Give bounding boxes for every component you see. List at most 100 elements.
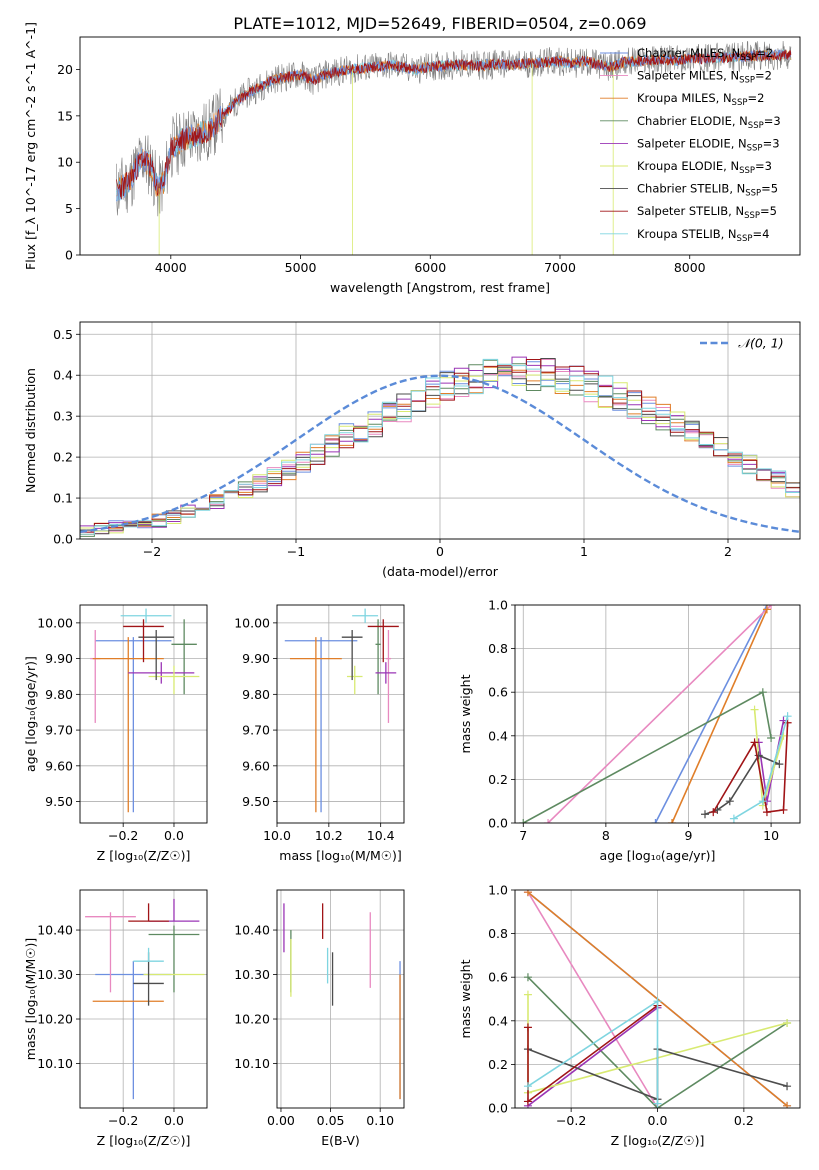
panel-weight_vs_age: 7 8 9 10 0.0 0.2 0.4 0.6 0.8 1.0 age [log₁₀(age/yr… xyxy=(458,598,801,863)
weight-marker xyxy=(779,805,788,814)
model-spectrum-salpeter_stelib xyxy=(115,49,792,200)
legend-text: Salpeter ELODIE, N xyxy=(637,136,747,150)
x-tick-label: 0.2 xyxy=(734,1113,754,1128)
x-tick-label: 7000 xyxy=(544,260,576,275)
x-tick-label: −0.2 xyxy=(556,1113,586,1128)
y-tick-label: 9.70 xyxy=(45,723,73,738)
legend-text: Chabrier STELIB, N xyxy=(637,182,745,196)
x-tick-label: 8000 xyxy=(674,260,706,275)
y-tick-label: 9.70 xyxy=(242,723,270,738)
y-tick-label: 9.50 xyxy=(242,794,270,809)
histogram-kroupa_elodie xyxy=(80,368,800,539)
panel-mass_vs_ebv: 0.00 0.05 0.10 10.10 10.20 10.30 10.40 E(B-V) xyxy=(234,889,405,1148)
weight-marker xyxy=(523,890,532,897)
errorbar-point-chabrier_miles xyxy=(284,637,358,813)
errorbar-point-chabrier_stelib xyxy=(341,630,363,681)
y-tick-label: 10.00 xyxy=(37,615,73,630)
legend-suffix: =5 xyxy=(760,204,777,218)
legend-label: Chabrier MILES, NSSP=2 xyxy=(637,46,773,63)
panel-residuals: −2 −1 0 1 2 0.0 0.1 0.2 0.3 0.4 0.5 (data-model)/er… xyxy=(23,321,801,579)
errorbar-point-chabrier_elodie xyxy=(375,619,381,695)
weight-marker xyxy=(523,1097,532,1106)
x-axis-label: Z [log₁₀(Z/Z☉)] xyxy=(611,1133,705,1148)
y-tick-label: 9.60 xyxy=(45,758,73,773)
panel-weight_vs_Z: −0.2 0.0 0.2 0.0 0.2 0.4 0.6 0.8 1.0 Z [log₁₀(Z/Z… xyxy=(458,883,801,1148)
x-tick-label: 4000 xyxy=(155,260,187,275)
y-tick-label: 9.90 xyxy=(45,651,73,666)
axes-frame xyxy=(79,321,801,540)
x-tick-label: −0.2 xyxy=(108,828,138,843)
panel-spectrum: 4000 5000 6000 7000 8000 0 5 10 15 20 wavelength [… xyxy=(23,22,801,295)
errorbar-point-salpeter_stelib xyxy=(128,903,169,922)
figure-title: PLATE=1012, MJD=52649, FIBERID=0504, z=0… xyxy=(233,14,646,33)
y-tick-label: 10.40 xyxy=(37,923,73,938)
x-tick-label: 10.2 xyxy=(315,828,343,843)
errorbar-point-kroupa_stelib xyxy=(120,608,172,623)
x-tick-label: 10.4 xyxy=(367,828,395,843)
weight-marker xyxy=(729,814,738,823)
x-tick-label: −0.2 xyxy=(108,1113,138,1128)
errorbar-point-salpeter_miles xyxy=(385,630,392,723)
weight-marker xyxy=(767,733,776,742)
legend-label: Chabrier ELODIE, NSSP=3 xyxy=(637,114,781,131)
legend-suffix: =4 xyxy=(752,227,769,241)
errorbar-point-chabrier_miles xyxy=(95,961,172,1100)
x-tick-label: −2 xyxy=(143,544,161,559)
y-tick-label: 10.30 xyxy=(234,967,270,982)
y-tick-label: 20 xyxy=(57,62,73,77)
y-tick-label: 0.2 xyxy=(488,1057,508,1072)
y-tick-label: 0 xyxy=(65,248,73,263)
weight-marker xyxy=(544,819,553,823)
y-tick-label: 0.4 xyxy=(53,368,73,383)
y-tick-label: 10.20 xyxy=(234,1012,270,1027)
x-tick-label: 9 xyxy=(685,828,693,843)
errorbar-point-kroupa_miles xyxy=(92,637,164,813)
y-tick-label: 0.4 xyxy=(488,728,508,743)
y-axis-label: age [log₁₀(age/yr)] xyxy=(23,656,38,772)
x-tick-label: 0.05 xyxy=(317,1113,345,1128)
y-tick-label: 9.50 xyxy=(45,794,73,809)
errorbar-point-salpeter_elodie xyxy=(148,898,200,922)
y-tick-label: 9.80 xyxy=(242,687,270,702)
legend-suffix: =2 xyxy=(755,69,772,83)
errorbar-point-kroupa_stelib xyxy=(352,608,379,623)
weight-marker xyxy=(523,1023,532,1032)
legend-label: Kroupa ELODIE, NSSP=3 xyxy=(637,159,772,176)
errorbar-point-chabrier_elodie xyxy=(171,619,197,695)
y-tick-label: 0.6 xyxy=(488,685,508,700)
histogram-salpeter_stelib xyxy=(80,359,800,539)
weight-marker xyxy=(523,1082,532,1091)
x-tick-label: 10 xyxy=(763,828,779,843)
x-tick-label: 7 xyxy=(519,828,527,843)
x-tick-label: 0.0 xyxy=(164,828,184,843)
y-tick-label: 10.10 xyxy=(37,1056,73,1071)
weight-marker xyxy=(754,751,763,760)
weight-line-salpeter_stelib xyxy=(527,1004,658,1104)
errorbar-point-salpeter_elodie xyxy=(128,662,195,684)
errorbar-point-kroupa_stelib xyxy=(133,947,164,962)
weight-marker xyxy=(667,819,676,823)
legend-label: Kroupa STELIB, NSSP=4 xyxy=(637,227,769,244)
x-axis-label: (data-model)/error xyxy=(382,564,499,579)
y-tick-label: 10.40 xyxy=(234,923,270,938)
weight-line-chabrier_elodie xyxy=(527,976,788,1108)
axes-frame xyxy=(276,604,405,824)
weight-marker xyxy=(523,990,532,999)
y-tick-label: 0.2 xyxy=(53,450,73,465)
y-tick-label: 0.8 xyxy=(488,926,508,941)
y-tick-label: 9.90 xyxy=(242,651,270,666)
legend-subscript: SSP xyxy=(744,211,760,221)
legend-subscript: SSP xyxy=(748,121,764,131)
weight-line-salpeter_miles xyxy=(527,891,659,1108)
errorbar-point-salpeter_elodie xyxy=(375,662,397,684)
x-axis-label: mass [log₁₀(M/M☉)] xyxy=(279,848,401,863)
errorbar-point-salpeter_stelib xyxy=(123,619,164,663)
legend-label: Salpeter ELODIE, NSSP=3 xyxy=(637,136,780,153)
errorbar-point-chabrier_miles xyxy=(95,637,172,813)
y-axis-label: mass weight xyxy=(458,674,473,753)
x-tick-label: 0.00 xyxy=(267,1113,295,1128)
legend-label: Chabrier STELIB, NSSP=5 xyxy=(637,182,778,199)
weight-marker xyxy=(783,1018,792,1027)
plot-area xyxy=(284,608,399,813)
y-tick-label: 0.0 xyxy=(53,532,73,547)
